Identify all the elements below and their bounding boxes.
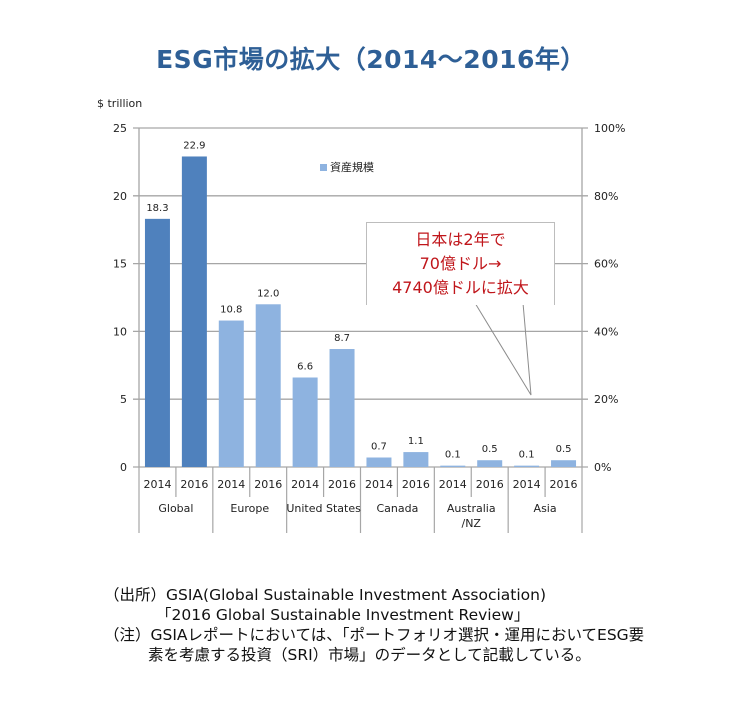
- legend-label: 資産規模: [330, 161, 374, 174]
- x-category-label: 2014: [365, 478, 393, 491]
- data-label: 0.1: [445, 450, 461, 461]
- x-category-label: 2014: [217, 478, 245, 491]
- x-category-label: 2014: [439, 478, 467, 491]
- x-category-label: 2016: [550, 478, 578, 491]
- y2-tick-label: 80%: [594, 190, 618, 203]
- y-axis-unit-label: $ trillion: [97, 97, 143, 110]
- bar: [218, 320, 244, 467]
- x-category-label: 2016: [328, 478, 356, 491]
- y2-tick-label: 100%: [594, 122, 625, 135]
- data-label: 0.5: [482, 444, 498, 455]
- y-tick-label: 5: [120, 393, 127, 406]
- note-line-2: 素を考慮する投資（SRI）市場」のデータとして記載している。: [148, 646, 591, 664]
- bar: [144, 218, 170, 467]
- callout-line-1: 日本は2年で: [415, 230, 506, 249]
- bar: [329, 349, 355, 467]
- bar: [366, 457, 392, 467]
- data-label: 22.9: [183, 140, 205, 151]
- bar: [477, 460, 503, 467]
- data-label: 10.8: [220, 305, 242, 316]
- y2-tick-label: 20%: [594, 393, 618, 406]
- bar: [514, 465, 540, 467]
- x-group-label: Canada: [376, 502, 418, 515]
- x-category-label: 2014: [513, 478, 541, 491]
- data-label: 12.0: [257, 288, 279, 299]
- callout-pointer: [474, 302, 532, 396]
- legend: 資産規模: [320, 159, 374, 175]
- japan-callout: 日本は2年で 70億ドル→ 4740億ドルに拡大: [366, 222, 555, 305]
- bar: [440, 465, 466, 467]
- callout-line-3: 4740億ドルに拡大: [392, 278, 529, 297]
- x-group-label-line2: /NZ: [462, 517, 482, 530]
- x-category-label: 2014: [291, 478, 319, 491]
- data-label: 1.1: [408, 436, 424, 447]
- source-notes: （出所）GSIA(Global Sustainable Investment A…: [104, 585, 644, 665]
- x-category-label: 2016: [180, 478, 208, 491]
- x-group-label: United States: [286, 502, 361, 515]
- y-tick-label: 0: [120, 461, 127, 474]
- y-tick-label: 15: [113, 258, 127, 271]
- x-category-label: 2016: [402, 478, 430, 491]
- bar-chart: 0 0% 5 20% 10 40% 15 60% 20 80% 25 100% 18.3 2014 22.9…: [113, 122, 625, 533]
- callout-line-2: 70億ドル→: [419, 254, 502, 273]
- data-label: 0.7: [371, 442, 387, 453]
- x-group-label: Australia: [447, 502, 496, 515]
- legend-swatch: [320, 163, 327, 171]
- note-line-1: （注）GSIAレポートにおいては、「ポートフォリオ選択・運用においてESG要: [104, 626, 645, 644]
- y2-tick-label: 40%: [594, 325, 618, 338]
- bar: [181, 156, 207, 467]
- y-tick-label: 25: [113, 122, 127, 135]
- bar: [403, 452, 429, 467]
- source-line-1: （出所）GSIA(Global Sustainable Investment A…: [104, 586, 547, 604]
- y2-tick-label: 0%: [594, 461, 611, 474]
- y-tick-label: 20: [113, 190, 127, 203]
- data-label: 18.3: [146, 203, 168, 214]
- x-category-label: 2016: [254, 478, 282, 491]
- data-label: 0.5: [556, 444, 572, 455]
- x-group-label: Global: [158, 502, 193, 515]
- x-category-label: 2014: [143, 478, 171, 491]
- x-group-label: Asia: [534, 502, 557, 515]
- x-group-label: Europe: [230, 502, 269, 515]
- bar: [551, 460, 577, 467]
- data-label: 0.1: [519, 450, 535, 461]
- x-category-label: 2016: [476, 478, 504, 491]
- y2-tick-label: 60%: [594, 258, 618, 271]
- y-tick-label: 10: [113, 325, 127, 338]
- bar: [292, 377, 318, 467]
- data-label: 8.7: [334, 333, 350, 344]
- data-label: 6.6: [297, 362, 313, 373]
- source-line-2: 「2016 Global Sustainable Investment Revi…: [156, 606, 530, 624]
- chart-title: ESG市場の拡大（2014～2016年）: [156, 45, 586, 74]
- bar: [255, 304, 281, 467]
